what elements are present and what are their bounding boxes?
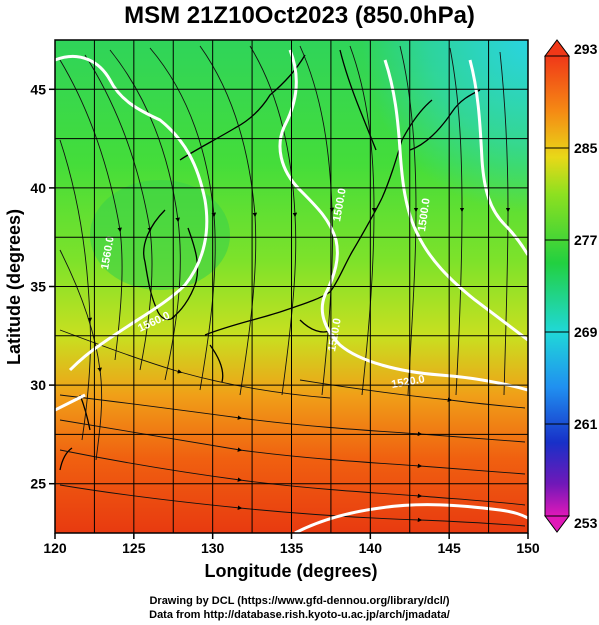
x-tick-label: 125 bbox=[122, 540, 146, 556]
y-tick-label: 35 bbox=[30, 279, 46, 295]
x-tick-label: 135 bbox=[280, 540, 304, 556]
y-tick-label: 45 bbox=[30, 81, 46, 97]
credit-drawing: Drawing by DCL (https://www.gfd-dennou.o… bbox=[149, 595, 450, 607]
x-axis-label: Longitude (degrees) bbox=[204, 561, 377, 581]
contour-label: 1500.0 bbox=[331, 187, 349, 222]
colorbar-scale bbox=[544, 55, 570, 517]
credit-data: Data from http://database.rish.kyoto-u.a… bbox=[149, 609, 450, 621]
contour-label: 1500.0 bbox=[416, 197, 433, 232]
credits: Drawing by DCL (https://www.gfd-dennou.o… bbox=[0, 594, 599, 622]
contour-label: 1560.0 bbox=[99, 235, 117, 270]
grid-lines bbox=[55, 40, 528, 533]
colorbar-tick-label: 277 bbox=[574, 232, 598, 248]
coastlines bbox=[59, 49, 481, 471]
y-tick-label: 30 bbox=[30, 377, 46, 393]
x-tick-label: 145 bbox=[437, 540, 461, 556]
x-tick-label: 120 bbox=[43, 540, 67, 556]
colorbar-top-arrow bbox=[544, 39, 570, 57]
colorbar-tick-label: 269 bbox=[574, 324, 598, 340]
colorbar-bottom-arrow bbox=[544, 515, 570, 533]
colorbar-tick-label: 261 bbox=[574, 416, 598, 432]
colorbar-tick-label: 253 bbox=[574, 515, 598, 531]
colorbar-tick-label: 293 bbox=[574, 41, 598, 57]
colorbar-tick-label: 285 bbox=[574, 140, 598, 156]
x-tick-label: 150 bbox=[516, 540, 540, 556]
streamlines bbox=[59, 45, 526, 527]
colorbar: 293 285 277 269 261 253 bbox=[544, 39, 598, 533]
y-axis-label: Latitude (degrees) bbox=[4, 209, 24, 365]
contour-label: 1520.0 bbox=[390, 373, 425, 391]
x-tick-label: 140 bbox=[359, 540, 383, 556]
y-tick-label: 40 bbox=[30, 180, 46, 196]
y-tick-label: 25 bbox=[30, 476, 46, 492]
x-tick-label: 130 bbox=[201, 540, 225, 556]
x-axis-ticks: 120 125 130 135 140 145 150 bbox=[43, 533, 540, 556]
y-axis-ticks: 25 30 35 40 45 bbox=[30, 81, 55, 492]
chart-title: MSM 21Z10Oct2023 (850.0hPa) bbox=[124, 2, 475, 29]
